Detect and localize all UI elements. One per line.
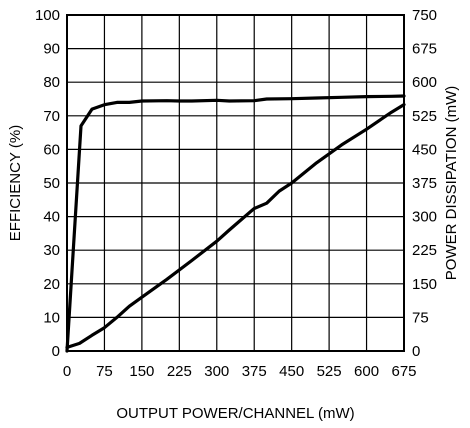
x-axis-title: OUTPUT POWER/CHANNEL (mW) bbox=[116, 405, 354, 422]
y-axis-title: EFFICIENCY (%) bbox=[7, 125, 24, 241]
y2-tick-label: 750 bbox=[412, 7, 437, 24]
y-tick-label: 70 bbox=[43, 108, 60, 125]
y2-tick-label: 450 bbox=[412, 141, 437, 158]
x-tick-labels: 0 75 150 225 300 375 450 525 600 675 bbox=[63, 363, 417, 380]
x-tick-label: 600 bbox=[354, 363, 379, 380]
x-tick-label: 525 bbox=[317, 363, 342, 380]
x-tick-label: 225 bbox=[167, 363, 192, 380]
y2-tick-label: 675 bbox=[412, 41, 437, 58]
y2-tick-label: 75 bbox=[412, 309, 429, 326]
y-tick-label: 50 bbox=[43, 175, 60, 192]
x-tick-label: 375 bbox=[242, 363, 267, 380]
power-dissipation-line bbox=[65, 102, 406, 349]
y2-axis-title: POWER DISSIPATION (mW) bbox=[443, 86, 460, 280]
x-tick-label: 0 bbox=[63, 363, 71, 380]
y-tick-label: 100 bbox=[35, 7, 60, 24]
y2-tick-label: 600 bbox=[412, 74, 437, 91]
y-tick-label: 20 bbox=[43, 276, 60, 293]
y2-tick-label: 525 bbox=[412, 108, 437, 125]
efficiency-line bbox=[65, 94, 406, 353]
y-tick-label: 0 bbox=[52, 343, 60, 360]
x-tick-label: 300 bbox=[204, 363, 229, 380]
y-tick-label: 10 bbox=[43, 309, 60, 326]
y2-tick-label: 150 bbox=[412, 276, 437, 293]
x-tick-label: 150 bbox=[129, 363, 154, 380]
y-tick-label: 80 bbox=[43, 74, 60, 91]
y-tick-labels: 0 10 20 30 40 50 60 70 80 90 100 bbox=[35, 7, 60, 360]
series-layer bbox=[65, 94, 406, 353]
y2-tick-labels: 0 75 150 225 300 375 450 525 600 675 750 bbox=[412, 7, 437, 360]
y2-tick-label: 0 bbox=[412, 343, 420, 360]
y2-tick-label: 225 bbox=[412, 242, 437, 259]
y2-tick-label: 375 bbox=[412, 175, 437, 192]
grid bbox=[66, 14, 405, 352]
x-tick-label: 450 bbox=[279, 363, 304, 380]
y-tick-label: 60 bbox=[43, 141, 60, 158]
x-tick-label: 675 bbox=[391, 363, 416, 380]
y-tick-label: 90 bbox=[43, 41, 60, 58]
y2-tick-label: 300 bbox=[412, 209, 437, 226]
y-tick-label: 40 bbox=[43, 209, 60, 226]
x-tick-label: 75 bbox=[96, 363, 113, 380]
plot-frame bbox=[66, 14, 405, 352]
y-tick-label: 30 bbox=[43, 242, 60, 259]
